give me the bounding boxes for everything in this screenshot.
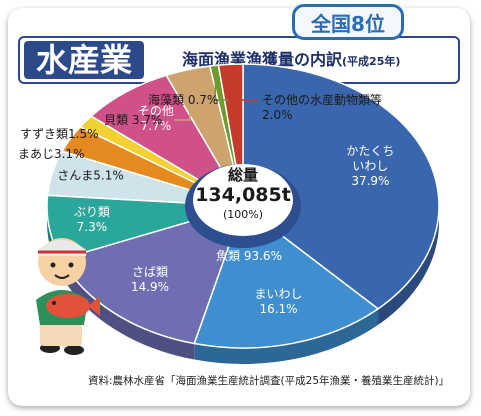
slice-label: 7.3%: [77, 220, 108, 234]
slice-label: 2.0%: [262, 108, 293, 122]
mascot-illustration: [36, 238, 100, 355]
slice-label: その他の水産動物類等: [262, 92, 382, 107]
source-note: 資料:農林水産省「海面漁業生産統計調査(平成25年漁業・養殖業生産統計)」: [88, 375, 450, 387]
slice-label: さば類: [132, 265, 168, 279]
slice-label: 7.7%: [141, 119, 172, 133]
slice-side: [378, 206, 439, 325]
center-total: 134,085t: [195, 184, 291, 206]
callout-line: [174, 75, 191, 121]
title-bar: 水産業 海面漁業漁獲量の内訳(平成25年): [18, 36, 460, 84]
slice-label: 貝類 3.7%: [104, 113, 162, 127]
slice-side: [61, 259, 195, 360]
pie-hole: 総量 134,085t (100%): [185, 164, 301, 248]
slice-label: ぶり類: [74, 205, 110, 219]
title-sub-year: (平成25年): [342, 55, 401, 68]
slice-label: さんま5.1%: [57, 168, 124, 182]
slice-label: 14.9%: [131, 280, 169, 294]
fish-total-label: 魚類 93.6%: [216, 249, 282, 263]
hole-center: [193, 164, 293, 236]
pie-slice: [89, 74, 246, 209]
callout-line: [214, 71, 228, 101]
slice-label: 16.1%: [259, 302, 297, 316]
slice-label: その他: [138, 104, 174, 118]
rank-badge: 全国8位: [292, 4, 404, 40]
callout-line: [230, 69, 258, 101]
callout-line: [76, 141, 88, 155]
slice-label: 海藻類 0.7%: [148, 92, 218, 107]
center-pct: (100%): [223, 208, 263, 221]
center-label: 総量: [228, 166, 258, 184]
slice-label: いわし: [352, 159, 388, 173]
slice-label: まいわし: [255, 287, 303, 301]
slice-label: まあじ3.1%: [18, 147, 85, 161]
slice-side: [194, 308, 379, 365]
pie-slice: [242, 63, 440, 310]
slice-label: すずき類1.5%: [20, 127, 99, 141]
slice-label: 37.9%: [351, 174, 389, 188]
title-main: 水産業: [24, 41, 145, 79]
callout-line: [91, 124, 100, 135]
slice-label: かたくち: [346, 144, 394, 158]
